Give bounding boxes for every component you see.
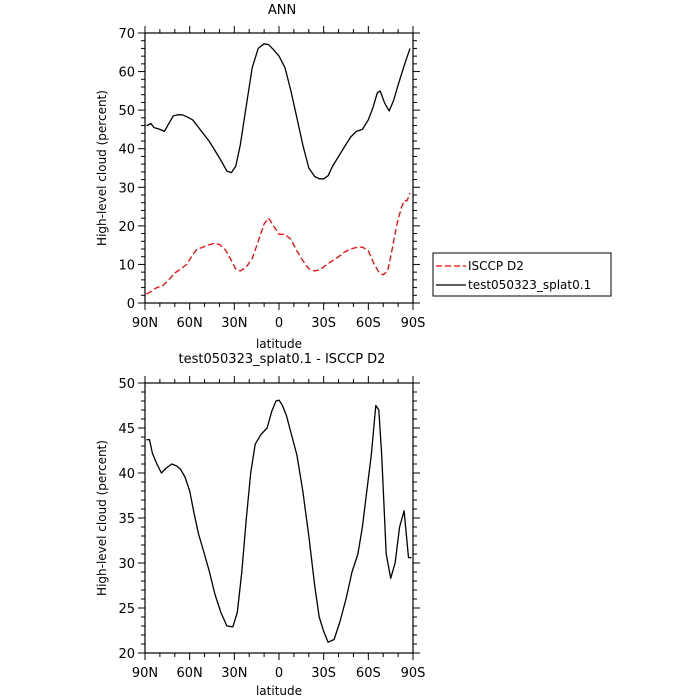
y-tick-label: 50 xyxy=(118,377,135,392)
series-line-difference xyxy=(146,399,412,643)
x-tick-label: 60S xyxy=(356,666,381,681)
x-tick-label: 30N xyxy=(221,666,247,681)
x-tick-label: 0 xyxy=(275,666,283,681)
x-tick-label: 90S xyxy=(401,666,426,681)
plot-frame xyxy=(144,382,414,654)
x-tick-label: 30S xyxy=(311,666,336,681)
series-line-test050323-splat0-1 xyxy=(146,43,411,180)
x-tick-label: 90S xyxy=(401,316,426,331)
y-tick-label: 70 xyxy=(118,27,135,42)
y-tick-label: 40 xyxy=(118,143,135,158)
x-axis-label: latitude xyxy=(256,684,302,698)
y-tick-label: 40 xyxy=(118,467,135,482)
chart-title: ANN xyxy=(268,3,296,18)
y-tick-label: 30 xyxy=(118,181,135,196)
x-tick-label: 60N xyxy=(177,316,203,331)
y-tick-label: 35 xyxy=(118,512,135,527)
y-tick-label: 50 xyxy=(118,104,135,119)
tick-marks xyxy=(138,26,420,310)
y-tick-label: 20 xyxy=(118,647,135,662)
y-tick-label: 45 xyxy=(118,422,135,437)
y-tick-label: 25 xyxy=(118,602,135,617)
x-tick-label: 0 xyxy=(275,316,283,331)
x-tick-label: 90N xyxy=(132,666,158,681)
y-axis-label: High-level cloud (percent) xyxy=(95,440,109,596)
x-tick-label: 60N xyxy=(177,666,203,681)
x-tick-label: 60S xyxy=(356,316,381,331)
y-tick-label: 60 xyxy=(118,66,135,81)
y-tick-label: 30 xyxy=(118,557,135,572)
x-tick-label: 90N xyxy=(132,316,158,331)
tick-marks xyxy=(138,376,420,660)
series-line-isccp-d2 xyxy=(146,192,411,295)
y-axis-label: High-level cloud (percent) xyxy=(95,90,109,246)
chart-difference: test050323_splat0.1 - ISCCP D2 20 25 30 35 4… xyxy=(95,352,425,698)
y-tick-label: 20 xyxy=(118,220,135,235)
y-tick-labels: 0 10 20 30 40 50 60 70 xyxy=(118,27,135,312)
chart-title: test050323_splat0.1 - ISCCP D2 xyxy=(179,352,386,367)
legend-box xyxy=(432,252,612,297)
series-lines xyxy=(146,399,412,643)
y-tick-label: 0 xyxy=(127,297,135,312)
x-axis-label: latitude xyxy=(256,337,302,351)
y-tick-labels: 20 25 30 35 40 45 50 xyxy=(118,377,135,662)
x-tick-label: 30N xyxy=(221,316,247,331)
series-lines xyxy=(146,43,411,295)
x-tick-label: 30S xyxy=(311,316,336,331)
legend-label-isccp: ISCCP D2 xyxy=(468,259,524,273)
y-tick-label: 10 xyxy=(118,258,135,273)
legend: ISCCP D2 test050323_splat0.1 xyxy=(432,252,612,297)
x-tick-labels: 90N 60N 30N 0 30S 60S 90S xyxy=(132,666,426,681)
x-tick-labels: 90N 60N 30N 0 30S 60S 90S xyxy=(132,316,426,331)
plot-frame xyxy=(144,32,414,304)
legend-label-test: test050323_splat0.1 xyxy=(468,278,591,292)
